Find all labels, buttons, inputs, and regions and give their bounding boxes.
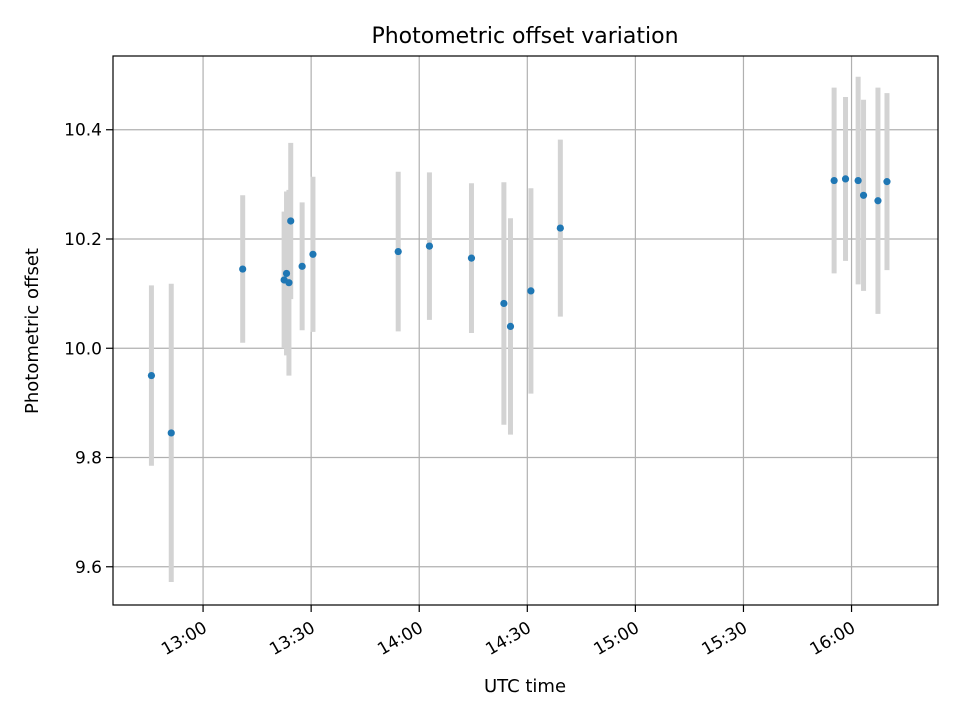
data-point: [830, 176, 838, 185]
data-point: [287, 217, 295, 225]
data-point: [467, 254, 476, 262]
data-point: [500, 299, 508, 308]
data-points: [147, 175, 891, 437]
data-point: [394, 247, 402, 256]
y-axis-ticks: 9.6 9.8 10.0 10.2 10.4: [64, 121, 113, 578]
data-point: [147, 371, 156, 380]
y-tick-label: 10.2: [64, 230, 102, 250]
data-point: [309, 250, 317, 258]
data-point: [527, 287, 535, 295]
chart-title: Photometric offset variation: [371, 24, 678, 49]
y-tick-label: 9.6: [75, 558, 102, 578]
data-point: [874, 197, 882, 205]
y-axis-label: Photometric offset: [22, 248, 43, 414]
data-point: [425, 242, 434, 250]
data-point: [883, 178, 891, 186]
data-point: [841, 175, 850, 183]
data-point: [854, 176, 862, 185]
data-point: [239, 265, 247, 273]
x-axis-label: UTC time: [484, 676, 566, 697]
y-tick-label: 10.0: [64, 339, 102, 359]
data-point: [298, 262, 306, 270]
data-point: [506, 322, 515, 331]
data-point: [556, 224, 564, 232]
y-tick-label: 9.8: [75, 449, 102, 469]
grid: [113, 56, 938, 605]
plot-frame: [112, 55, 939, 606]
data-point: [285, 279, 293, 287]
data-point: [859, 191, 868, 199]
y-tick-label: 10.4: [64, 121, 102, 141]
data-point: [167, 429, 175, 437]
data-point: [282, 269, 291, 278]
